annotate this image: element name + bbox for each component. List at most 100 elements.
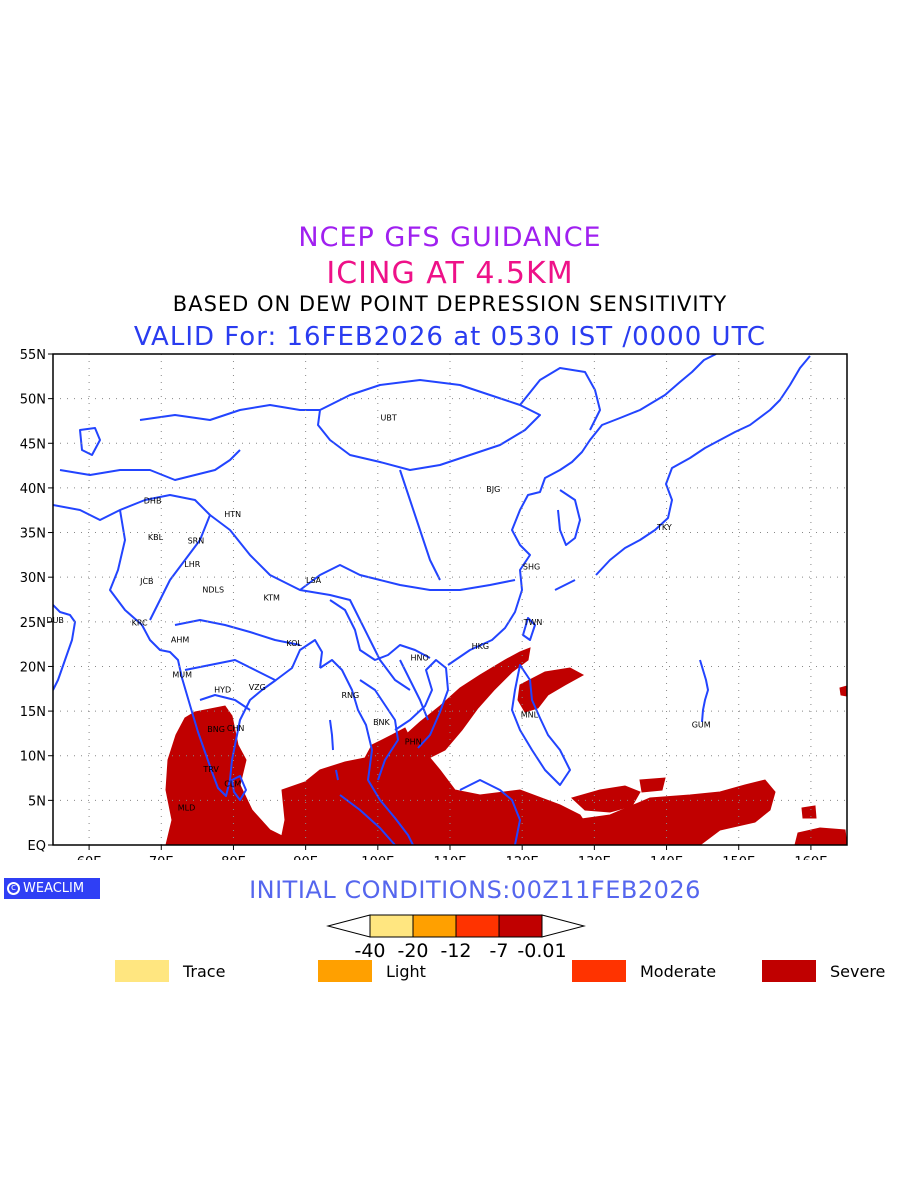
colorbar-tick-label: -7 (490, 940, 509, 962)
legend-swatch (762, 960, 816, 982)
china-south-border (299, 564, 516, 591)
laos-vietnam-border (399, 659, 429, 721)
city-label-kol: KOL (286, 639, 302, 648)
lat-tick-label: 25N (20, 616, 46, 631)
colorbar-segment (498, 914, 543, 938)
lon-tick-label: 70E (149, 855, 174, 860)
chart-title-parameter: ICING AT 4.5KM (326, 256, 574, 291)
lat-tick-label: 50N (20, 393, 46, 408)
city-label-shg: SHG (523, 562, 540, 571)
lat-tick-label: 30N (20, 571, 46, 586)
india-states-south (199, 694, 251, 711)
india-states-north (174, 619, 301, 646)
city-label-krc: KRC (132, 619, 148, 628)
lat-tick-label: 45N (20, 437, 46, 452)
city-label-htn: HTN (224, 510, 241, 519)
myanmar-border (329, 599, 431, 661)
russia-kazakh-border (139, 404, 320, 421)
lon-tick-label: 160E (794, 855, 827, 860)
central-asia-border (59, 449, 241, 481)
initial-conditions-label: INITIAL CONDITIONS:00Z11FEB2026 (249, 876, 701, 904)
longitude-axis: 60E 70E 80E 90E 100E 110E 120E 130E 140E 150E 160E (77, 845, 827, 860)
icing-map: UBT BJG TKY SHG TWN HKG HNO MNL GUM BNK PHN RNG LSA K… (20, 348, 848, 860)
colorbar-tick-label: -20 (397, 940, 428, 962)
copyright-icon: c (7, 882, 20, 895)
city-label-twn: TWN (523, 618, 543, 627)
icing-area-pacific-far-east (794, 827, 847, 845)
icing-severe-areas (165, 647, 847, 845)
island-guam-chain (699, 659, 710, 723)
colorbar-high-arrow (541, 914, 586, 938)
city-label-mum: MUM (172, 670, 192, 679)
city-label-ubt: UBT (381, 413, 397, 422)
city-label-tky: TKY (656, 523, 672, 532)
colorbar-tick-label: -40 (354, 940, 385, 962)
legend-swatch (318, 960, 372, 982)
icing-area-pacific-west (571, 785, 641, 813)
icing-area-pacific-small (801, 805, 817, 819)
india-coastline (141, 624, 323, 797)
lon-tick-label: 120E (506, 855, 539, 860)
legend-label: Severe (830, 961, 886, 981)
legend-label: Moderate (640, 961, 717, 981)
coastlines (53, 354, 811, 845)
city-label-bng: BNG (207, 725, 225, 734)
chart-valid-time: VALID For: 16FEB2026 at 0530 IST /0000 U… (133, 322, 767, 352)
city-label-ktm: KTM (263, 594, 280, 603)
china-coastline (447, 354, 717, 666)
city-label-srn: SRN (188, 537, 205, 546)
lon-tick-label: 90E (293, 855, 318, 860)
city-label-mld: MLD (178, 804, 196, 813)
legend-swatch (115, 960, 169, 982)
legend-swatch (572, 960, 626, 982)
city-label-ahm: AHM (171, 636, 189, 645)
taiwan-coastline (522, 617, 536, 641)
icing-area-indochina-coast (399, 647, 531, 761)
legend-label: Light (386, 961, 426, 981)
japan-coastline (595, 355, 811, 576)
city-label-gum: GUM (692, 720, 711, 729)
indochina-coastline (394, 659, 449, 749)
legend-item-trace: Trace (115, 960, 225, 982)
city-label-hno: HNO (411, 654, 429, 663)
burma-thailand-coastline (319, 659, 414, 845)
lon-tick-label: 100E (361, 855, 394, 860)
iran-border (53, 504, 143, 626)
city-label-ndls: NDLS (202, 586, 224, 595)
korea-coastline (557, 489, 581, 546)
lat-tick-label: 10N (20, 750, 46, 765)
colorbar-tick-label: -0.01 (517, 940, 566, 962)
lat-tick-label: EQ (28, 839, 46, 854)
icing-area-pacific-east (639, 777, 666, 793)
sri-lanka-coastline (231, 775, 247, 801)
caspian-coastline (79, 427, 101, 456)
legend-label: Trace (183, 961, 226, 981)
lon-tick-label: 150E (722, 855, 755, 860)
lat-tick-label: 55N (20, 348, 46, 363)
city-label-chn: CHN (227, 724, 245, 733)
city-label-jcb: JCB (139, 577, 153, 586)
colorbar-low-arrow (326, 914, 371, 938)
icing-area-philippines (517, 667, 585, 713)
colorbar-segment (369, 914, 414, 938)
lat-tick-label: 15N (20, 705, 46, 720)
city-label-mnl: MNL (521, 711, 539, 720)
city-label-trv: TRV (202, 765, 219, 774)
city-label-clm: CLM (224, 779, 241, 788)
sumatra-coastline (339, 794, 396, 845)
latitude-axis: 55N 50N 45N 40N 35N 30N 25N 20N 15N 10N 5N EQ (20, 348, 53, 854)
island-andaman (329, 719, 334, 751)
icing-area-east-edge (839, 685, 847, 697)
colorbar: -40 -20 -12 -7 -0.01 (326, 914, 586, 962)
city-labels: UBT BJG TKY SHG TWN HKG HNO MNL GUM BNK PHN RNG LSA K… (46, 413, 710, 812)
afghanistan-border (119, 494, 211, 621)
lat-tick-label: 5N (28, 794, 46, 809)
city-label-lhr: LHR (184, 560, 200, 569)
legend-item-light: Light (318, 960, 426, 982)
city-label-dhb: DHB (144, 496, 162, 505)
colorbar-segment (412, 914, 457, 938)
logo-text: WEACLIM (23, 881, 85, 896)
island-ryukyu (554, 579, 576, 591)
china-central-border (399, 469, 441, 581)
city-label-lsa: LSA (306, 576, 322, 585)
